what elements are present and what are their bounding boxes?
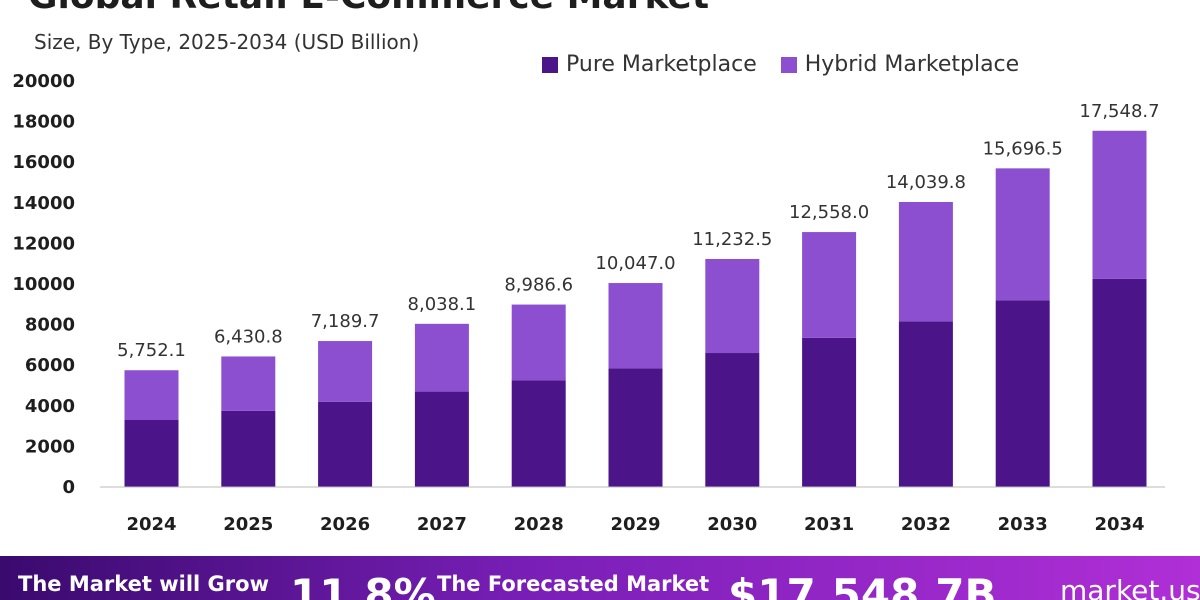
legend-item-pure: Pure Marketplace xyxy=(542,52,757,77)
legend-swatch-pure xyxy=(542,56,558,73)
bar-segment-pure xyxy=(318,401,373,487)
bar-segment-pure xyxy=(802,337,857,487)
y-tick-label: 8000 xyxy=(25,315,75,336)
stacked-bar-chart: 0 2000 4000 6000 8000 10000 12000 14000 16000 180… xyxy=(12,71,1165,535)
chart-legend: Pure Marketplace Hybrid Marketplace xyxy=(542,52,1043,77)
x-tick-label: 2026 xyxy=(320,514,370,535)
x-tick-label: 2024 xyxy=(126,514,176,535)
bar-total-label: 14,039.8 xyxy=(886,172,966,193)
bar-segment-pure xyxy=(511,380,566,487)
bar-segment-hybrid xyxy=(898,201,953,322)
bar-segment-hybrid xyxy=(318,341,373,402)
bar-segment-pure xyxy=(1092,278,1147,487)
bar-total-label: 12,558.0 xyxy=(789,202,869,223)
x-tick-label: 2033 xyxy=(998,514,1048,535)
legend-label-pure: Pure Marketplace xyxy=(566,52,757,77)
bar-segment-hybrid xyxy=(608,283,663,369)
bar-segment-pure xyxy=(414,391,469,487)
x-tick-label: 2030 xyxy=(707,514,757,535)
x-tick-label: 2031 xyxy=(804,514,854,535)
bar-segment-pure xyxy=(995,300,1050,487)
bar-segment-hybrid xyxy=(414,323,469,392)
bar-total-label: 10,047.0 xyxy=(595,253,675,274)
bar-segment-pure xyxy=(608,368,663,487)
bar-segment-hybrid xyxy=(221,356,276,411)
bar-segment-hybrid xyxy=(124,370,179,421)
y-tick-label: 6000 xyxy=(25,355,75,376)
bar-segment-hybrid xyxy=(995,168,1050,301)
x-tick-label: 2025 xyxy=(223,514,273,535)
chart-subtitle: Size, By Type, 2025-2034 (USD Billion) xyxy=(34,30,420,54)
legend-label-hybrid: Hybrid Marketplace xyxy=(804,52,1020,77)
y-tick-label: 14000 xyxy=(12,193,75,214)
x-tick-label: 2029 xyxy=(610,514,660,535)
y-tick-label: 18000 xyxy=(12,112,75,133)
brand-logo: market.us xyxy=(1060,574,1200,600)
bar-total-label: 5,752.1 xyxy=(117,340,186,361)
banner-growth-text: The Market will Grow xyxy=(18,572,269,596)
y-tick-label: 4000 xyxy=(25,396,75,417)
banner-cagr-value: 11.8% xyxy=(290,570,436,600)
bar-segment-hybrid xyxy=(802,232,857,338)
y-tick-label: 12000 xyxy=(12,233,75,254)
bar-segment-hybrid xyxy=(1092,130,1147,279)
footer-banner: The Market will Grow 11.8% The Forecaste… xyxy=(0,556,1200,600)
bar-total-label: 8,986.6 xyxy=(504,275,573,296)
x-tick-label: 2027 xyxy=(417,514,467,535)
y-tick-label: 0 xyxy=(62,477,75,498)
bar-total-label: 11,232.5 xyxy=(692,229,772,250)
banner-forecast-value: $17,548.7B xyxy=(728,570,997,600)
x-tick-label: 2028 xyxy=(514,514,564,535)
page-title: Global Retail E-Commerce Market xyxy=(28,0,709,17)
x-tick-label: 2034 xyxy=(1094,514,1144,535)
y-tick-label: 10000 xyxy=(12,274,75,295)
bar-total-label: 8,038.1 xyxy=(408,294,477,315)
bar-segment-pure xyxy=(124,420,179,487)
bar-total-label: 6,430.8 xyxy=(214,326,283,347)
bar-segment-pure xyxy=(898,321,953,487)
bar-total-label: 7,189.7 xyxy=(311,311,380,332)
y-tick-label: 2000 xyxy=(25,436,75,457)
banner-forecast-text: The Forecasted Market xyxy=(437,572,710,596)
bar-segment-hybrid xyxy=(511,304,566,381)
bar-total-label: 17,548.7 xyxy=(1079,101,1159,122)
bar-total-label: 15,696.5 xyxy=(983,138,1063,159)
y-tick-label: 20000 xyxy=(12,71,75,92)
y-tick-label: 16000 xyxy=(12,152,75,173)
bar-segment-pure xyxy=(221,410,276,487)
legend-item-hybrid: Hybrid Marketplace xyxy=(780,52,1020,77)
x-tick-label: 2032 xyxy=(901,514,951,535)
bar-segment-pure xyxy=(705,353,760,487)
legend-swatch-hybrid xyxy=(780,56,797,73)
bar-segment-hybrid xyxy=(705,258,760,354)
